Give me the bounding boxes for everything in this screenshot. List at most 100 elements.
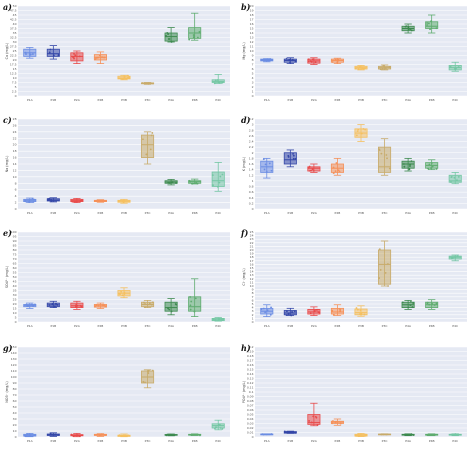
sample-point (312, 415, 315, 418)
x-tick-label: P3B (358, 439, 364, 443)
y-tick-label: 0.04 (247, 417, 254, 421)
sample-point (24, 51, 27, 54)
sample-point (266, 309, 269, 312)
sample-point (336, 60, 339, 63)
y-tick-label: 6 (252, 67, 254, 71)
y-tick-label: 0.13 (247, 377, 254, 381)
sample-point (47, 198, 49, 201)
x-tick-label: P4B (192, 324, 198, 328)
y-tick-label: 45 (13, 280, 17, 284)
sample-point (409, 165, 411, 167)
sample-point (189, 296, 192, 298)
sample-point (456, 179, 458, 181)
sample-point (76, 434, 78, 436)
y-axis-label: Ca (mg/L) (5, 42, 9, 59)
sample-point (24, 200, 27, 203)
sample-point (165, 34, 167, 37)
sample-point (334, 170, 337, 173)
sample-point (357, 434, 360, 437)
y-tick-label: 90 (13, 381, 17, 385)
sample-point (405, 434, 408, 436)
x-tick-label: P2B (335, 324, 341, 328)
y-tick-label: 0.2 (249, 201, 254, 205)
x-tick-label: P3C (382, 211, 388, 215)
panel-3: 00.20.40.60.811.21.41.61.822.22.42.62.83… (242, 117, 467, 215)
x-tick-label: P1B (50, 439, 56, 443)
x-tick-label: P3C (382, 324, 388, 328)
y-tick-label: 1 (252, 179, 254, 183)
y-tick-label: 0.6 (249, 190, 254, 194)
sample-point (292, 152, 294, 155)
x-tick-label: P1B (50, 324, 56, 328)
sample-point (167, 182, 170, 184)
y-tick-label: 1.8 (249, 156, 254, 160)
x-tick-label: P2A (74, 324, 81, 328)
sample-point (405, 25, 408, 28)
sample-point (457, 175, 460, 178)
y-tick-label: 0 (15, 435, 17, 439)
y-tick-label: 20 (13, 423, 17, 427)
sample-point (362, 127, 365, 130)
sample-point (294, 432, 297, 434)
x-tick-label: P2A (74, 439, 81, 443)
y-tick-label: 45 (13, 13, 17, 17)
sample-point (426, 433, 429, 436)
sample-point (456, 255, 459, 258)
sample-point (34, 303, 36, 306)
x-tick-label: P2B (335, 211, 341, 215)
sample-point (307, 166, 310, 169)
sample-point (428, 163, 431, 166)
sample-point (96, 200, 99, 202)
y-tick-label: 50 (13, 4, 17, 8)
y-tick-label: 1.4 (249, 168, 254, 172)
sample-point (265, 433, 268, 436)
sample-point (285, 314, 288, 316)
y-tick-label: 12 (13, 168, 17, 172)
y-tick-label: 0.19 (247, 350, 254, 354)
y-tick-label: 6 (15, 188, 17, 192)
sample-point (261, 433, 264, 436)
sample-point (292, 157, 295, 160)
y-tick-label: 0.16 (247, 363, 254, 367)
y-tick-label: 21 (250, 244, 254, 248)
sample-point (215, 426, 217, 429)
x-tick-label: P4A (168, 211, 175, 215)
sample-point (310, 60, 313, 63)
sample-point (95, 56, 98, 59)
y-tick-label: 12.5 (10, 72, 17, 76)
sample-point (318, 311, 321, 314)
y-tick-label: 0 (252, 320, 254, 324)
sample-point (426, 22, 429, 24)
sample-point (308, 420, 310, 422)
y-tick-label: 6 (252, 298, 254, 302)
sample-point (378, 277, 381, 279)
sample-point (194, 297, 197, 300)
sample-point (125, 435, 128, 438)
sample-point (31, 197, 34, 200)
x-tick-label: P2A (311, 98, 318, 102)
y-tick-label: 25 (250, 230, 254, 234)
sample-point (27, 304, 29, 307)
sample-point (214, 319, 217, 321)
y-tick-label: 130 (11, 357, 17, 361)
sample-point (454, 433, 457, 435)
sample-point (332, 420, 334, 422)
sample-point (189, 308, 192, 311)
sample-point (191, 182, 194, 185)
y-tick-label: 20 (13, 143, 17, 147)
sample-point (103, 56, 106, 59)
sample-point (52, 433, 55, 436)
sample-point (412, 434, 415, 436)
sample-point (314, 415, 317, 418)
sample-point (102, 200, 105, 203)
y-tick-label: 12 (250, 277, 254, 281)
sample-point (144, 381, 146, 384)
x-tick-label: P2B (335, 439, 341, 443)
sample-point (221, 81, 224, 84)
sample-point (283, 431, 286, 434)
x-tick-label: P4A (168, 439, 175, 443)
x-tick-label: P3B (358, 211, 364, 215)
sample-point (426, 301, 429, 304)
x-tick-label: P2B (98, 439, 104, 443)
y-tick-label: 0 (15, 207, 17, 211)
